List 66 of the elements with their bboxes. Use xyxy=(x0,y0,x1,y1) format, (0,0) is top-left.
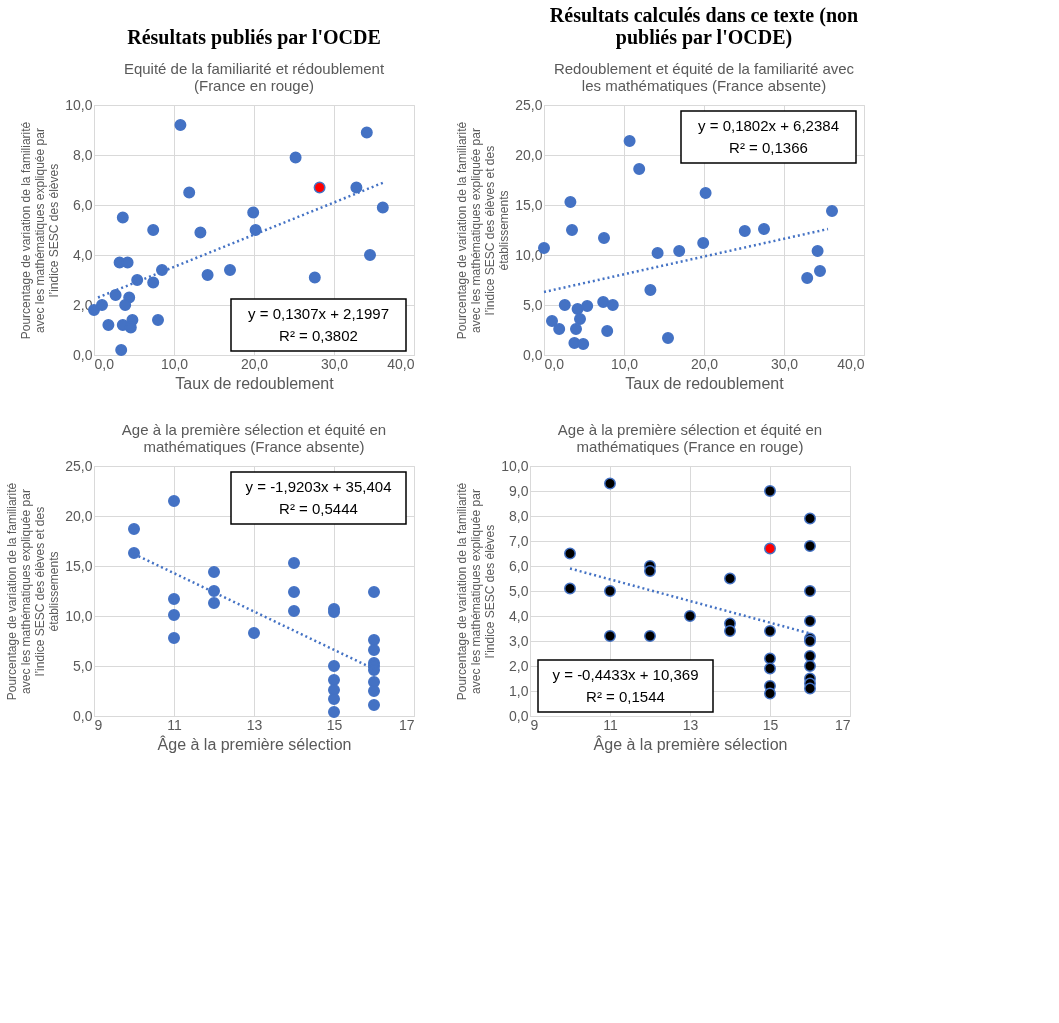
chart-subtitle: Equité de la familiarité et rédoublement (France en rouge) xyxy=(123,60,385,94)
y-axis-title: Pourcentage de variation de la familiarité avec les mathématiques expliquée par l’indice SESC des élèves xyxy=(455,482,498,701)
y-tick-label: 15,0 xyxy=(515,196,543,213)
annotation: R² = 0,3802 xyxy=(279,327,358,344)
x-tick-label: 30,0 xyxy=(320,355,349,372)
x-tick-label: 10,0 xyxy=(160,355,189,372)
x-tick-label: 17 xyxy=(398,716,415,733)
y-axis-title: Pourcentage de variation de la familiarité avec les mathématiques expliquée par l’indice SESC des élèves et des établissements xyxy=(5,482,62,701)
y-tick-label: 10,0 xyxy=(65,96,93,113)
y-tick-label: 7,0 xyxy=(509,532,529,549)
annotation: y = 0,1802x + 6,2384 xyxy=(698,117,839,134)
x-tick-label: 20,0 xyxy=(690,355,719,372)
x-axis-title: Taux de redoublement xyxy=(625,374,785,392)
x-tick-label: 10,0 xyxy=(610,355,639,372)
annotation: R² = 0,1544 xyxy=(586,688,665,705)
x-axis-title: Âge à la première sélection xyxy=(157,734,352,753)
x-tick-label: 0,0 xyxy=(544,355,565,372)
y-tick-label: 2,0 xyxy=(509,657,529,674)
y-tick-label: 1,0 xyxy=(509,682,529,699)
annotation: y = -1,9203x + 35,404 xyxy=(245,478,392,495)
x-tick-label: 40,0 xyxy=(837,355,865,372)
x-tick-label: 13 xyxy=(682,716,699,733)
y-tick-label: 6,0 xyxy=(73,196,93,213)
x-tick-label: 9 xyxy=(94,716,103,733)
chart-title: Age à la première sélection et équité en mathématiques (France en rouge) xyxy=(557,421,823,455)
x-tick-label: 15 xyxy=(326,716,343,733)
x-tick-label: 9 xyxy=(530,716,539,733)
annotation: y = 0,1307x + 2,1997 xyxy=(248,305,389,322)
x-axis-title: Âge à la première sélection xyxy=(593,734,788,753)
y-tick-label: 5,0 xyxy=(73,657,93,674)
x-tick-label: 11 xyxy=(167,716,182,733)
x-tick-label: 0,0 xyxy=(94,355,115,372)
y-tick-label: 9,0 xyxy=(509,482,529,499)
y-axis-title: Pourcentage de variation de la familiarité avec les mathématiques expliquée par l’indice SESC des élèves xyxy=(19,121,62,340)
x-tick-label: 40,0 xyxy=(387,355,415,372)
y-tick-label: 4,0 xyxy=(509,607,529,624)
y-tick-label: 6,0 xyxy=(509,557,529,574)
y-tick-label: 10,0 xyxy=(65,607,93,624)
x-tick-label: 20,0 xyxy=(240,355,269,372)
chart-subtitle: Redoublement et équité de la familiarité avec les mathématiques (France absente) xyxy=(553,60,855,94)
x-tick-label: 15 xyxy=(762,716,779,733)
x-axis-title: Taux de redoublement xyxy=(175,374,335,392)
chart-title: Résultats publiés par l'OCDE xyxy=(127,26,381,49)
y-tick-label: 8,0 xyxy=(73,146,93,163)
x-tick-label: 17 xyxy=(834,716,851,733)
y-tick-label: 20,0 xyxy=(515,146,543,163)
y-tick-label: 8,0 xyxy=(509,507,529,524)
chart-title: Age à la première sélection et équité en mathématiques (France absente) xyxy=(121,421,387,455)
y-tick-label: 25,0 xyxy=(65,457,93,474)
y-tick-label: 4,0 xyxy=(73,246,93,263)
y-tick-label: 10,0 xyxy=(515,246,543,263)
y-tick-label: 20,0 xyxy=(65,507,93,524)
x-tick-label: 13 xyxy=(246,716,263,733)
x-tick-label: 11 xyxy=(603,716,618,733)
y-tick-label: 5,0 xyxy=(523,296,543,313)
y-tick-label: 5,0 xyxy=(509,582,529,599)
y-tick-label: 3,0 xyxy=(509,632,529,649)
annotation: R² = 0,1366 xyxy=(729,139,808,156)
chart-title: Résultats calculés dans ce texte (non publiés par l'OCDE) xyxy=(549,4,859,49)
annotation: R² = 0,5444 xyxy=(279,500,358,517)
y-axis-title: Pourcentage de variation de la familiarité avec les mathématiques expliquée par l’indice SESC des élèves et des établissements xyxy=(455,121,512,340)
x-tick-label: 30,0 xyxy=(770,355,799,372)
y-tick-label: 10,0 xyxy=(501,457,529,474)
y-tick-label: 15,0 xyxy=(65,557,93,574)
y-tick-label: 25,0 xyxy=(515,96,543,113)
annotation: y = -0,4433x + 10,369 xyxy=(552,666,699,683)
